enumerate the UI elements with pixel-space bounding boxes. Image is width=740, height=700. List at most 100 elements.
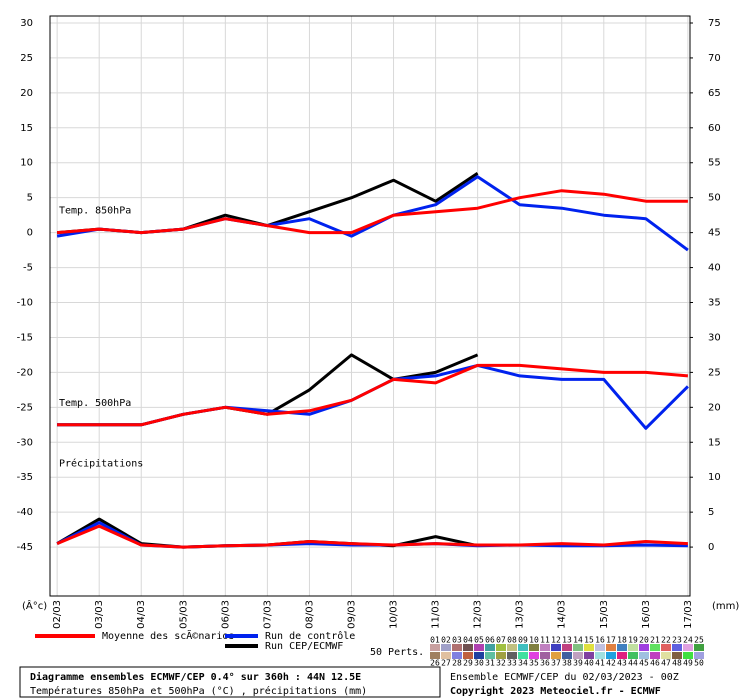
perturbation-swatch [694,644,704,651]
perturbation-swatch [617,644,627,651]
x-tick-label: 16/03 [641,600,652,629]
perturbation-swatch [529,644,539,651]
y2-tick-label: 50 [708,193,721,204]
perturbation-label: 37 [551,659,561,668]
perturbation-label: 32 [496,659,506,668]
y2-tick-label: 40 [708,263,721,274]
perturbation-swatch [430,644,440,651]
perturbation-label: 01 [430,636,440,645]
series-line [56,524,688,549]
y2-axis-unit: (mm) [712,601,739,612]
x-tick-label: 11/03 [431,600,442,629]
perturbation-label: 12 [551,636,561,645]
y2-tick-label: 10 [708,472,721,483]
legend-label: Run CEP/ECMWF [265,641,343,652]
perturbation-swatch [562,652,572,659]
y2-tick-label: 55 [708,158,721,169]
perturbation-label: 28 [452,659,462,668]
x-tick-label: 10/03 [389,600,400,629]
perturbation-label: 26 [430,659,440,668]
lines [56,171,689,549]
footer-copyright: Copyright 2023 Meteociel.fr - ECMWF [450,685,661,697]
perturbation-swatch [551,644,561,651]
perturbation-label: 14 [573,636,583,645]
y2-tick-label: 20 [708,402,721,413]
perturbation-label: 03 [452,636,462,645]
y-tick-label: 30 [20,18,33,29]
perturbation-swatch [584,652,594,659]
y-tick-label: -10 [17,298,33,309]
y2-tick-label: 70 [708,53,721,64]
perturbation-swatch [650,644,660,651]
x-tick-label: 14/03 [557,600,568,629]
y-tick-label: -40 [17,507,33,518]
perturbation-label: 43 [617,659,627,668]
perturbation-label: 07 [496,636,506,645]
x-tick-label: 04/03 [136,600,147,629]
y2-tick-label: 75 [708,18,721,29]
perturbations-label: 50 Perts. [370,647,424,658]
y-tick-label: 5 [27,193,33,204]
perturbation-label: 41 [595,659,605,668]
perturbation-swatch [452,644,462,651]
panel-label: Précipitations [59,458,143,470]
perturbation-swatch [573,652,583,659]
y-tick-label: 10 [20,158,33,169]
y2-tick-label: 5 [708,507,714,518]
perturbation-swatch [474,644,484,651]
y-tick-label: 0 [27,228,33,239]
x-tick-label: 08/03 [304,600,315,629]
perturbation-swatch [496,652,506,659]
perturbation-swatch [650,652,660,659]
perturbation-label: 09 [518,636,528,645]
y2-tick-label: 15 [708,437,721,448]
perturbation-swatch [639,652,649,659]
y2-tick-label: 30 [708,332,721,343]
x-tick-label: 17/03 [683,600,694,629]
perturbation-label: 30 [474,659,484,668]
perturbation-label: 04 [463,636,473,645]
perturbation-swatch [606,652,616,659]
perturbation-label: 08 [507,636,517,645]
y-tick-label: 25 [20,53,33,64]
perturbation-swatch [639,644,649,651]
perturbation-label: 05 [474,636,484,645]
x-tick-label: 12/03 [473,600,484,629]
perturbation-swatch [551,652,561,659]
perturbation-swatch [507,644,517,651]
y-tick-label: -5 [23,263,33,274]
perturbation-label: 44 [628,659,638,668]
y-tick-label: -35 [17,472,33,483]
y2-tick-label: 0 [708,542,714,553]
perturbation-swatch [683,652,693,659]
perturbation-swatch [595,652,605,659]
x-tick-label: 02/03 [52,600,63,629]
perturbation-label: 17 [606,636,616,645]
y-tick-label: -45 [17,542,33,553]
perturbation-label: 11 [540,636,550,645]
perturbation-label: 45 [639,659,649,668]
perturbation-swatch [628,644,638,651]
series-line [56,189,688,235]
y-tick-label: -15 [17,332,33,343]
perturbation-swatch [672,644,682,651]
perturbation-label: 38 [562,659,572,668]
perturbation-swatch [562,644,572,651]
y-tick-label: -25 [17,402,33,413]
y-tick-label: -20 [17,367,33,378]
perturbation-label: 23 [672,636,682,645]
y2-tick-label: 60 [708,123,721,134]
perturbation-label: 42 [606,659,616,668]
perturbation-swatch [485,652,495,659]
perturbation-swatch [441,644,451,651]
panel-label: Temp. 850hPa [59,206,131,217]
perturbation-label: 46 [650,659,660,668]
legend-label: Moyenne des scÃ©narios [102,629,234,642]
x-tick-label: 07/03 [262,600,273,629]
perturbation-swatch [507,652,517,659]
perturbation-swatch [540,652,550,659]
perturbation-label: 20 [639,636,649,645]
perturbation-swatch [441,652,451,659]
perturbation-label: 40 [584,659,594,668]
